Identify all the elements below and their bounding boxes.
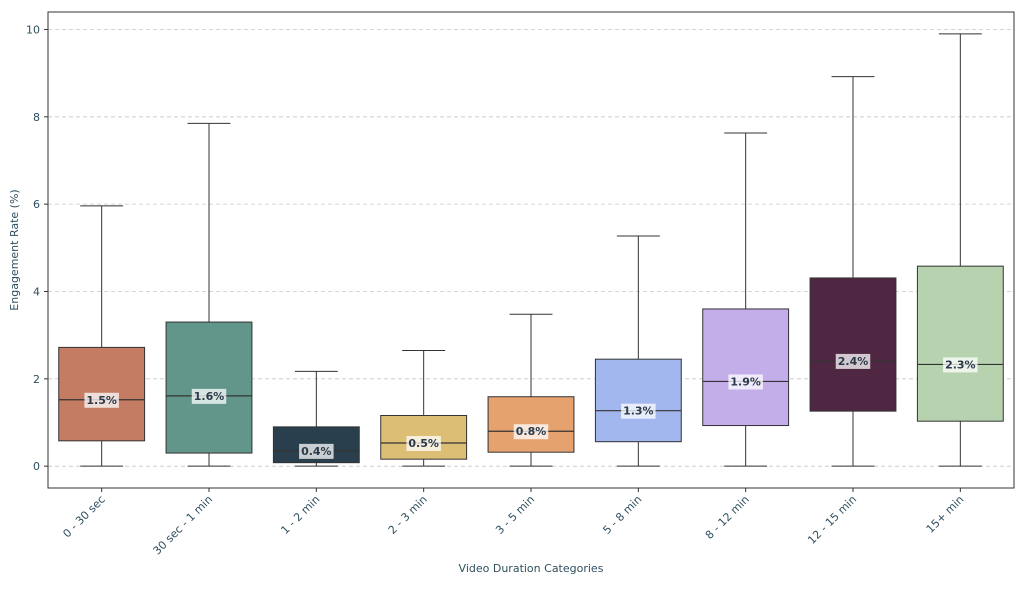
box-group: 0.8%: [487, 313, 575, 467]
x-tick-label: 3 - 5 min: [493, 493, 537, 537]
x-tick-layer: 0 - 30 sec 30 sec - 1 min 1 - 2 min 2 - 3 m…: [60, 488, 966, 557]
median-label-background: [406, 436, 441, 452]
y-axis-label: Engagement Rate (%): [8, 189, 21, 310]
x-tick-label: 5 - 8 min: [600, 493, 644, 537]
x-tick-label: 0 - 30 sec: [60, 493, 107, 540]
x-tick-label: 2 - 3 min: [386, 493, 430, 537]
y-tick-label: 4: [33, 285, 40, 298]
plot-frame: [47, 11, 1015, 489]
median-label: 0.4%: [301, 445, 332, 458]
median-label: 2.4%: [838, 355, 869, 368]
x-tick-label: 8 - 12 min: [703, 493, 752, 542]
box-iqr: [702, 308, 790, 427]
box-iqr: [916, 265, 1004, 422]
median-label: 0.8%: [516, 425, 547, 438]
box-group: 2.4%: [809, 76, 897, 467]
box-iqr: [809, 277, 897, 412]
y-tick-label: 8: [33, 111, 40, 124]
box-group: 2.3%: [916, 33, 1004, 467]
median-label: 0.5%: [408, 437, 439, 450]
median-label-background: [621, 403, 656, 419]
box-group: 0.4%: [272, 370, 360, 467]
x-tick-label: 30 sec - 1 min: [151, 493, 216, 558]
median-label-background: [191, 388, 227, 404]
x-tick-label: 1 - 2 min: [278, 493, 322, 537]
median-label: 1.6%: [194, 390, 225, 403]
median-label: 1.9%: [730, 375, 761, 388]
box-group: 0.5%: [380, 349, 468, 467]
y-tick-label: 0: [33, 460, 40, 473]
median-label-background: [84, 392, 119, 408]
median-label-background: [728, 374, 763, 390]
box-group: 1.6%: [165, 122, 253, 467]
y-tick-label: 10: [26, 23, 40, 36]
median-label: 2.3%: [945, 358, 976, 371]
x-tick-label: 12 - 15 min: [805, 493, 859, 547]
median-label: 1.3%: [623, 405, 654, 418]
median-label-background: [943, 357, 978, 373]
box-layer: 1.5% 1.6% 0.4% 0.5% 0.8% 1.3% 1.9% 2.4% 2.3%: [58, 33, 1004, 467]
y-tick-label: 2: [33, 373, 40, 386]
box-iqr: [165, 321, 253, 454]
x-axis-label: Video Duration Categories: [459, 562, 604, 575]
box-group: 1.5%: [58, 205, 146, 467]
median-label-background: [835, 353, 871, 369]
median-label-background: [513, 424, 549, 440]
y-tick-layer: 0 2 4 6 8 10: [26, 23, 48, 473]
box-group: 1.9%: [702, 132, 790, 467]
y-tick-label: 6: [33, 198, 40, 211]
box-group: 1.3%: [594, 235, 682, 467]
median-label-background: [299, 443, 334, 459]
x-tick-label: 15+ min: [924, 493, 967, 536]
median-label: 1.5%: [86, 394, 117, 407]
box-iqr: [594, 358, 682, 443]
